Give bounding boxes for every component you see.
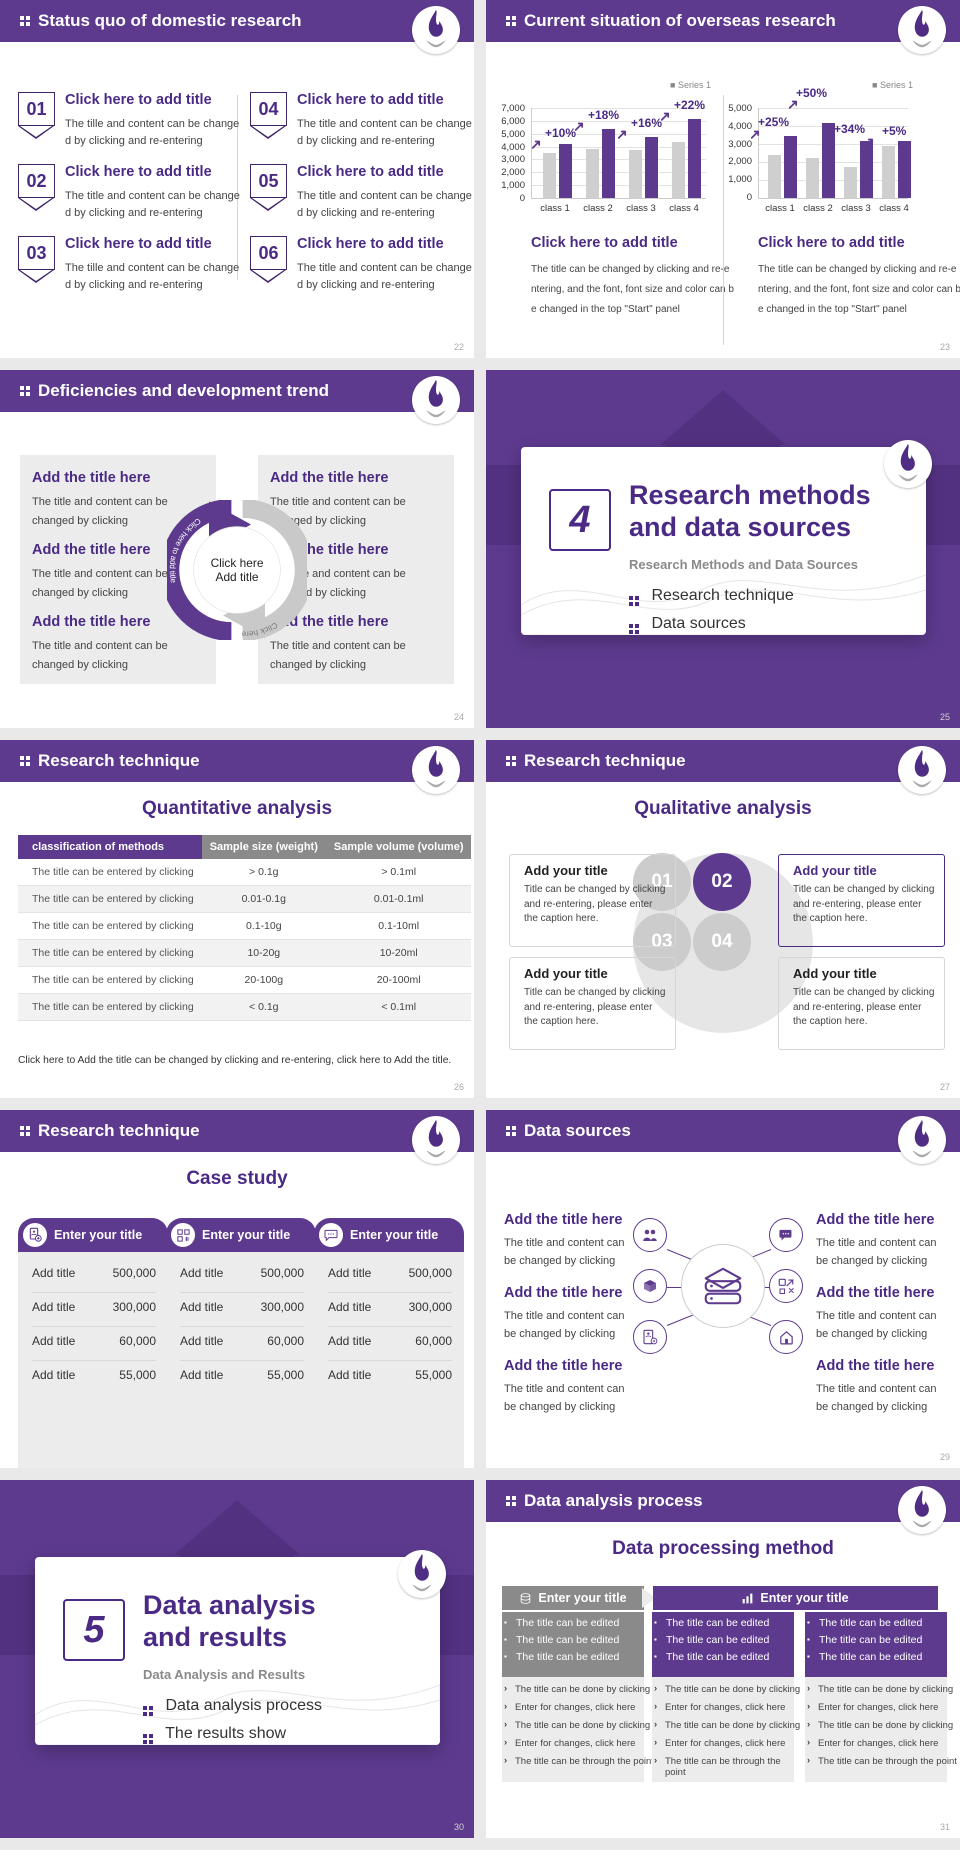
svg-text:Click here: Click here xyxy=(211,556,264,570)
svg-text:Add title: Add title xyxy=(216,570,259,584)
